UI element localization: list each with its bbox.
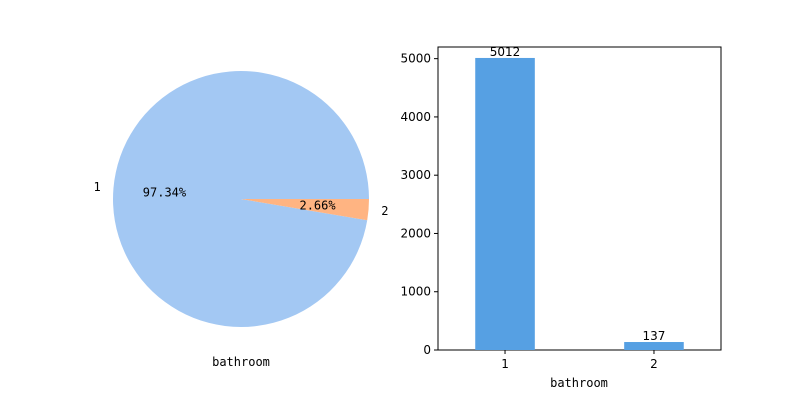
bar-chart: 0 1000 2000 3000 4000 5000 5012 1 137 2: [400, 45, 722, 371]
y-tick-label: 3000: [400, 168, 431, 182]
pie-chart: 97.34% 1 2.66% 2: [93, 71, 389, 328]
x-tick-label-1: 1: [501, 357, 509, 371]
x-tick-label-2: 2: [650, 357, 658, 371]
bar-2: [624, 342, 684, 350]
bar-x-axis-label: bathroom: [550, 376, 608, 390]
bar-value-label-2: 137: [643, 329, 666, 343]
bar-plot-frame: [437, 46, 722, 351]
y-tick-label: 1000: [400, 285, 431, 299]
pie-slice-1: [113, 71, 369, 328]
pie-category-label-1: 1: [93, 180, 100, 194]
pie-percent-label-2: 2.66%: [299, 198, 336, 212]
pie-percent-label-1: 97.34%: [143, 186, 187, 200]
pie-x-axis-label: bathroom: [212, 355, 270, 369]
y-tick-label: 5000: [400, 52, 431, 66]
y-tick-label: 2000: [400, 226, 431, 240]
bar-1: [475, 57, 535, 350]
pie-category-label-2: 2: [381, 204, 388, 218]
y-tick-label: 0: [423, 343, 431, 357]
y-tick-label: 4000: [400, 110, 431, 124]
pie-slice-2: [241, 199, 369, 221]
bar-value-label-1: 5012: [490, 45, 521, 59]
